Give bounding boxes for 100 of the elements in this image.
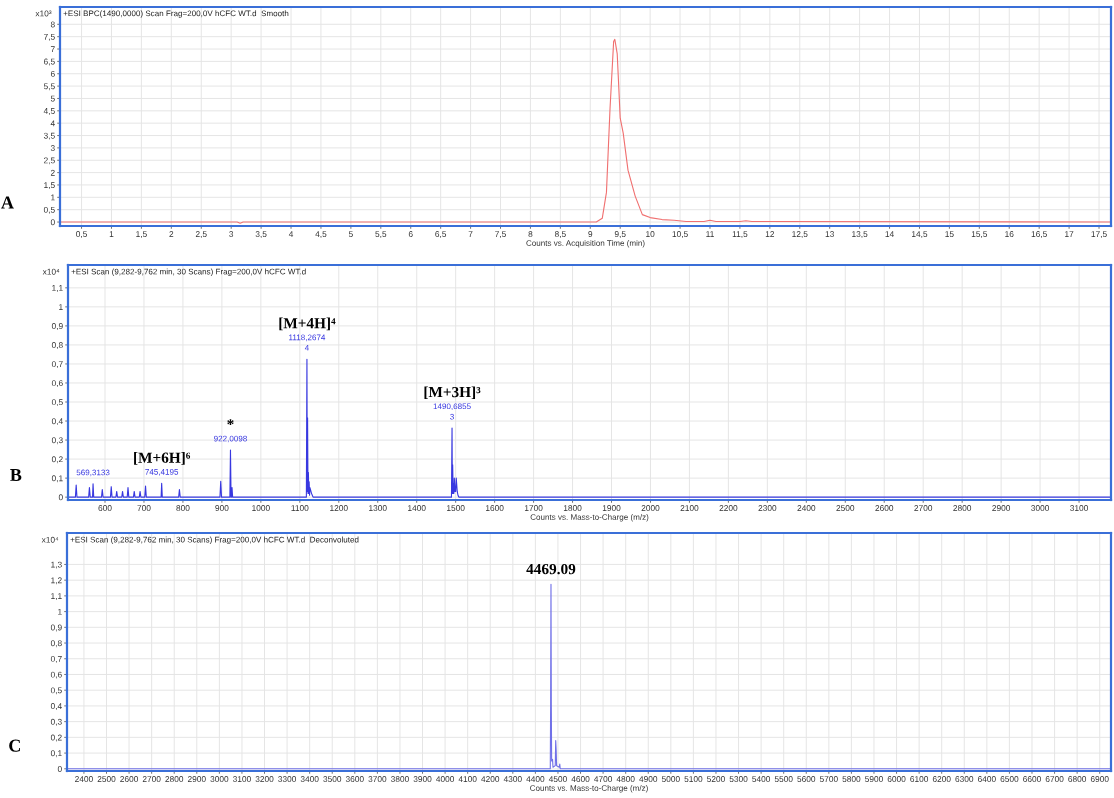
x-tick-label: 5,5 (375, 231, 387, 238)
x-tick-label: 11 (706, 231, 714, 237)
x-tick-label: 3100 (232, 776, 251, 782)
x-tick-label: 14 (885, 231, 894, 237)
y-tick-label: 0 (57, 766, 62, 772)
x-tick-label: 5400 (752, 776, 771, 782)
x-tick-label: 15 (945, 231, 954, 237)
y-tick-label: 5,5 (43, 83, 55, 91)
y-tick-label: 0,8 (51, 342, 63, 349)
y-tick-label: 0,6 (51, 380, 63, 388)
x-tick-label: 2000 (641, 505, 660, 511)
x-tick-label: 6000 (887, 776, 906, 782)
x-tick-label: 5300 (729, 776, 748, 782)
y-tick-label: 0,5 (51, 399, 63, 407)
x-tick-label: 2 (169, 231, 174, 237)
y-tick-label: 0,3 (50, 718, 62, 726)
annotation: [M+4H]⁴ (279, 317, 336, 331)
x-axis-title: Counts vs. Mass-to-Charge (m/z) (530, 514, 649, 522)
x-tick-label: 17 (1065, 231, 1074, 237)
y-tick-label: 0,4 (51, 418, 63, 426)
x-tick-label: 8,5 (554, 231, 566, 238)
chart-title: +ESI Scan (9,282-9,762 min, 30 Scans) Frag=200,0V hCFC WT.d (71, 268, 306, 277)
y-tick-label: 0 (58, 494, 63, 501)
x-tick-label: 3100 (1070, 505, 1088, 511)
text: C (9, 739, 20, 752)
y-tick-label: 8 (50, 21, 55, 28)
annotation: 3 (450, 413, 454, 420)
y-axis-title: x10³ (35, 10, 52, 17)
annotation: [M+6H]⁶ (134, 452, 191, 465)
y-tick-label: 1,5 (44, 182, 55, 190)
x-tick-label: 3400 (300, 776, 319, 782)
y-axis-title: x10⁴ (41, 536, 59, 543)
y-tick-label: 0,5 (50, 687, 62, 695)
x-tick-label: 4300 (503, 776, 522, 782)
y-tick-label: 0,5 (43, 206, 55, 214)
line-series (68, 358, 1111, 498)
x-tick-label: 4600 (571, 776, 590, 782)
y-tick-label: 0,4 (50, 703, 62, 711)
x-tick-label: 600 (98, 505, 112, 511)
y-tick-label: 7 (50, 46, 55, 53)
y-tick-label: 0,7 (51, 361, 63, 369)
y-tick-label: 0,2 (50, 734, 62, 742)
x-tick-label: 4100 (458, 776, 477, 782)
x-tick-label: 2400 (797, 505, 816, 511)
x-tick-label: 2500 (836, 505, 855, 511)
y-tick-label: 0,2 (51, 456, 63, 464)
x-tick-label: 1300 (369, 505, 387, 511)
x-tick-label: 6,5 (435, 231, 447, 238)
x-tick-label: 9,5 (614, 231, 626, 238)
y-tick-label: 0 (50, 219, 55, 226)
x-tick-label: 6600 (1023, 776, 1041, 782)
x-tick-label: 1100 (291, 505, 309, 511)
annotation: * (227, 419, 234, 426)
x-tick-label: 6900 (1090, 776, 1109, 782)
x-tick-label: 6500 (1000, 776, 1019, 782)
annotation: 569,3133 (76, 469, 110, 477)
x-tick-label: 15,5 (971, 231, 988, 238)
x-tick-label: 14,5 (912, 231, 928, 238)
x-tick-label: 5100 (684, 776, 703, 782)
x-tick-label: 5800 (842, 776, 861, 782)
y-tick-label: 0,8 (50, 640, 62, 648)
x-tick-label: 17,5 (1091, 231, 1107, 238)
x-tick-label: 16,5 (1031, 231, 1047, 238)
x-tick-label: 4700 (594, 776, 613, 782)
x-tick-label: 6800 (1068, 776, 1087, 782)
x-tick-label: 5000 (661, 776, 680, 782)
x-tick-label: 1400 (408, 505, 426, 511)
annotation: 922,0098 (214, 435, 247, 443)
x-tick-label: 2700 (914, 505, 933, 511)
x-tick-label: 2900 (992, 505, 1011, 511)
y-tick-label: 0,1 (50, 750, 62, 758)
x-tick-label: 2600 (875, 505, 894, 511)
x-tick-label: 6700 (1045, 776, 1064, 782)
y-tick-label: 1 (58, 608, 62, 615)
x-tick-label: 5 (348, 231, 353, 237)
y-tick-label: 1,1 (52, 285, 63, 292)
x-tick-label: 5500 (774, 776, 793, 782)
x-tick-label: 12 (765, 231, 775, 237)
y-tick-label: 0,1 (51, 475, 63, 483)
x-tick-label: 4000 (436, 776, 455, 782)
x-tick-label: 4400 (526, 776, 545, 782)
x-tick-label: 6 (408, 231, 413, 237)
x-tick-label: 13 (825, 231, 834, 237)
x-tick-label: 4 (288, 231, 294, 237)
x-tick-label: 5700 (819, 776, 838, 782)
x-tick-label: 3800 (391, 776, 409, 782)
x-tick-label: 7 (468, 231, 473, 237)
x-tick-label: 3,5 (255, 231, 267, 238)
chart-title: +ESI BPC(1490,0000) Scan Frag=200,0V hCFC WT.d Smooth (63, 10, 289, 18)
x-tick-label: 3300 (278, 776, 297, 782)
y-tick-label: 6 (50, 70, 55, 77)
x-tick-label: 10 (646, 231, 655, 237)
x-tick-label: 3700 (368, 776, 387, 782)
x-tick-label: 2300 (758, 505, 777, 511)
annotation: 745,4195 (145, 469, 179, 476)
x-tick-label: 5900 (865, 776, 883, 782)
annotation: 1490,6855 (433, 403, 471, 411)
x-tick-label: 5600 (797, 776, 816, 782)
x-tick-label: 4500 (548, 776, 567, 782)
y-tick-label: 6,5 (43, 58, 55, 66)
